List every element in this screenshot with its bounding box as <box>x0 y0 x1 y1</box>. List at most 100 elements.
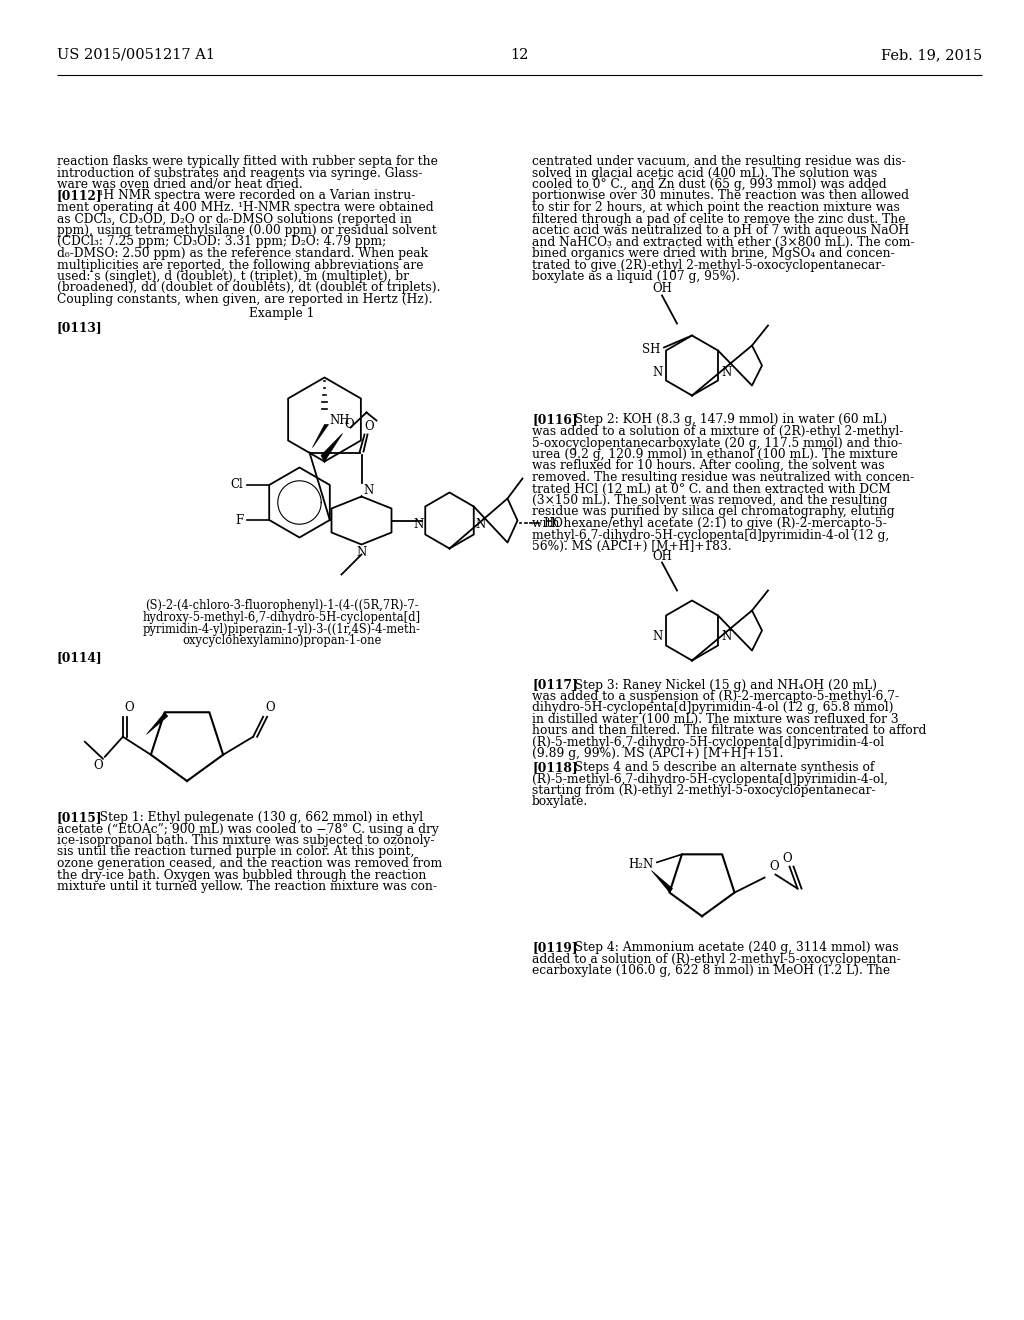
Text: acetate (“EtOAc”; 900 mL) was cooled to −78° C. using a dry: acetate (“EtOAc”; 900 mL) was cooled to … <box>57 822 438 836</box>
Text: was added to a suspension of (R)-2-mercapto-5-methyl-6,7-: was added to a suspension of (R)-2-merca… <box>532 690 899 704</box>
Text: [0112]: [0112] <box>57 190 102 202</box>
Text: (S)-2-(4-chloro-3-fluorophenyl)-1-(4-((5R,7R)-7-: (S)-2-(4-chloro-3-fluorophenyl)-1-(4-((5… <box>145 599 419 612</box>
Text: removed. The resulting residue was neutralized with concen-: removed. The resulting residue was neutr… <box>532 471 914 484</box>
Text: ware was oven dried and/or heat dried.: ware was oven dried and/or heat dried. <box>57 178 303 191</box>
Text: (3×150 mL). The solvent was removed, and the resulting: (3×150 mL). The solvent was removed, and… <box>532 494 888 507</box>
Text: [0114]: [0114] <box>57 652 102 664</box>
Text: used: s (singlet), d (doublet), t (triplet), m (multiplet), br: used: s (singlet), d (doublet), t (tripl… <box>57 271 409 282</box>
Text: F: F <box>234 513 243 527</box>
Text: starting from (R)-ethyl 2-methyl-5-oxocyclopentanecar-: starting from (R)-ethyl 2-methyl-5-oxocy… <box>532 784 876 797</box>
Text: hydroxy-5-methyl-6,7-dihydro-5H-cyclopenta[d]: hydroxy-5-methyl-6,7-dihydro-5H-cyclopen… <box>143 611 421 624</box>
Text: trated HCl (12 mL) at 0° C. and then extracted with DCM: trated HCl (12 mL) at 0° C. and then ext… <box>532 483 891 495</box>
Text: Step 4: Ammonium acetate (240 g, 3114 mmol) was: Step 4: Ammonium acetate (240 g, 3114 mm… <box>562 941 898 954</box>
Text: cooled to 0° C., and Zn dust (65 g, 993 mmol) was added: cooled to 0° C., and Zn dust (65 g, 993 … <box>532 178 887 191</box>
Text: [0119]: [0119] <box>532 941 578 954</box>
Text: O: O <box>769 859 779 873</box>
Text: 56%). MS (APCI+) [M+H]+183.: 56%). MS (APCI+) [M+H]+183. <box>532 540 731 553</box>
Text: ozone generation ceased, and the reaction was removed from: ozone generation ceased, and the reactio… <box>57 857 442 870</box>
Text: with hexane/ethyl acetate (2:1) to give (R)-2-mercapto-5-: with hexane/ethyl acetate (2:1) to give … <box>532 517 887 531</box>
Text: Step 2: KOH (8.3 g, 147.9 mmol) in water (60 mL): Step 2: KOH (8.3 g, 147.9 mmol) in water… <box>562 413 887 426</box>
Text: acetic acid was neutralized to a pH of 7 with aqueous NaOH: acetic acid was neutralized to a pH of 7… <box>532 224 909 238</box>
Text: [0116]: [0116] <box>532 413 578 426</box>
Text: solved in glacial acetic acid (400 mL). The solution was: solved in glacial acetic acid (400 mL). … <box>532 166 878 180</box>
Text: boxylate as a liquid (107 g, 95%).: boxylate as a liquid (107 g, 95%). <box>532 271 740 282</box>
Text: ¹H NMR spectra were recorded on a Varian instru-: ¹H NMR spectra were recorded on a Varian… <box>87 190 416 202</box>
Text: (R)-5-methyl-6,7-dihydro-5H-cyclopenta[d]pyrimidin-4-ol,: (R)-5-methyl-6,7-dihydro-5H-cyclopenta[d… <box>532 772 888 785</box>
Text: Cl: Cl <box>230 479 243 491</box>
Text: 12: 12 <box>510 48 528 62</box>
Text: trated to give (2R)-ethyl 2-methyl-5-oxocyclopentanecar-: trated to give (2R)-ethyl 2-methyl-5-oxo… <box>532 259 886 272</box>
Text: hours and then filtered. The filtrate was concentrated to afford: hours and then filtered. The filtrate wa… <box>532 725 927 738</box>
Text: O: O <box>93 759 102 772</box>
Polygon shape <box>321 433 342 462</box>
Text: 5-oxocyclopentanecarboxylate (20 g, 117.5 mmol) and thio-: 5-oxocyclopentanecarboxylate (20 g, 117.… <box>532 437 902 450</box>
Text: added to a solution of (R)-ethyl 2-methyl-5-oxocyclopentan-: added to a solution of (R)-ethyl 2-methy… <box>532 953 901 966</box>
Text: N: N <box>652 631 663 644</box>
Text: pyrimidin-4-yl)piperazin-1-yl)-3-((1r,4S)-4-meth-: pyrimidin-4-yl)piperazin-1-yl)-3-((1r,4S… <box>143 623 421 635</box>
Text: US 2015/0051217 A1: US 2015/0051217 A1 <box>57 48 215 62</box>
Text: Example 1: Example 1 <box>249 308 314 321</box>
Text: SH: SH <box>642 343 660 356</box>
Text: O: O <box>344 417 354 430</box>
Text: O: O <box>265 701 274 714</box>
Text: dihydro-5H-cyclopenta[d]pyrimidin-4-ol (12 g, 65.8 mmol): dihydro-5H-cyclopenta[d]pyrimidin-4-ol (… <box>532 701 894 714</box>
Text: portionwise over 30 minutes. The reaction was then allowed: portionwise over 30 minutes. The reactio… <box>532 190 909 202</box>
Polygon shape <box>651 871 673 892</box>
Text: boxylate.: boxylate. <box>532 796 588 808</box>
Polygon shape <box>146 713 168 734</box>
Text: oxycyclohexylamino)propan-1-one: oxycyclohexylamino)propan-1-one <box>182 634 382 647</box>
Text: Coupling constants, when given, are reported in Hertz (Hz).: Coupling constants, when given, are repo… <box>57 293 432 306</box>
Text: Steps 4 and 5 describe an alternate synthesis of: Steps 4 and 5 describe an alternate synt… <box>562 762 873 774</box>
Text: OH: OH <box>652 282 672 296</box>
Text: residue was purified by silica gel chromatography, eluting: residue was purified by silica gel chrom… <box>532 506 895 519</box>
Text: N: N <box>413 519 423 532</box>
Text: to stir for 2 hours, at which point the reaction mixture was: to stir for 2 hours, at which point the … <box>532 201 900 214</box>
Text: [0113]: [0113] <box>57 321 102 334</box>
Text: Step 3: Raney Nickel (15 g) and NH₄OH (20 mL): Step 3: Raney Nickel (15 g) and NH₄OH (2… <box>562 678 877 692</box>
Text: in distilled water (100 mL). The mixture was refluxed for 3: in distilled water (100 mL). The mixture… <box>532 713 899 726</box>
Text: d₆-DMSO: 2.50 ppm) as the reference standard. When peak: d₆-DMSO: 2.50 ppm) as the reference stan… <box>57 247 428 260</box>
Text: and NaHCO₃ and extracted with ether (3×800 mL). The com-: and NaHCO₃ and extracted with ether (3×8… <box>532 235 914 248</box>
Text: reaction flasks were typically fitted with rubber septa for the: reaction flasks were typically fitted wi… <box>57 154 438 168</box>
Text: [0117]: [0117] <box>532 678 578 692</box>
Polygon shape <box>312 425 329 447</box>
Text: ice-isopropanol bath. This mixture was subjected to ozonoly-: ice-isopropanol bath. This mixture was s… <box>57 834 434 847</box>
Text: ment operating at 400 MHz. ¹H-NMR spectra were obtained: ment operating at 400 MHz. ¹H-NMR spectr… <box>57 201 433 214</box>
Text: centrated under vacuum, and the resulting residue was dis-: centrated under vacuum, and the resultin… <box>532 154 906 168</box>
Text: H₂N: H₂N <box>629 858 654 871</box>
Text: ppm), using tetramethylsilane (0.00 ppm) or residual solvent: ppm), using tetramethylsilane (0.00 ppm)… <box>57 224 437 238</box>
Text: ecarboxylate (106.0 g, 622 8 mmol) in MeOH (1.2 L). The: ecarboxylate (106.0 g, 622 8 mmol) in Me… <box>532 964 890 977</box>
Text: mixture until it turned yellow. The reaction mixture was con-: mixture until it turned yellow. The reac… <box>57 880 437 894</box>
Text: O: O <box>125 701 134 714</box>
Text: (broadened), dd (doublet of doublets), dt (doublet of triplets).: (broadened), dd (doublet of doublets), d… <box>57 281 440 294</box>
Text: (9.89 g, 99%). MS (APCI+) [M+H]+151.: (9.89 g, 99%). MS (APCI+) [M+H]+151. <box>532 747 783 760</box>
Text: N: N <box>364 484 374 498</box>
Text: bined organics were dried with brine, MgSO₄ and concen-: bined organics were dried with brine, Mg… <box>532 247 895 260</box>
Text: NH: NH <box>330 414 350 428</box>
Text: Feb. 19, 2015: Feb. 19, 2015 <box>881 48 982 62</box>
Text: [0118]: [0118] <box>532 762 578 774</box>
Text: multiplicities are reported, the following abbreviations are: multiplicities are reported, the followi… <box>57 259 424 272</box>
Text: Step 1: Ethyl pulegenate (130 g, 662 mmol) in ethyl: Step 1: Ethyl pulegenate (130 g, 662 mmo… <box>88 810 423 824</box>
Text: the dry-ice bath. Oxygen was bubbled through the reaction: the dry-ice bath. Oxygen was bubbled thr… <box>57 869 426 882</box>
Text: urea (9.2 g, 120.9 mmol) in ethanol (100 mL). The mixture: urea (9.2 g, 120.9 mmol) in ethanol (100… <box>532 447 898 461</box>
Text: filtered through a pad of celite to remove the zinc dust. The: filtered through a pad of celite to remo… <box>532 213 905 226</box>
Text: (CDCl₃: 7.25 ppm; CD₃OD: 3.31 ppm; D₂O: 4.79 ppm;: (CDCl₃: 7.25 ppm; CD₃OD: 3.31 ppm; D₂O: … <box>57 235 386 248</box>
Text: sis until the reaction turned purple in color. At this point,: sis until the reaction turned purple in … <box>57 846 415 858</box>
Text: methyl-6,7-dihydro-5H-cyclopenta[d]pyrimidin-4-ol (12 g,: methyl-6,7-dihydro-5H-cyclopenta[d]pyrim… <box>532 528 889 541</box>
Text: [0115]: [0115] <box>57 810 102 824</box>
Text: (R)-5-methyl-6,7-dihydro-5H-cyclopenta[d]pyrimidin-4-ol: (R)-5-methyl-6,7-dihydro-5H-cyclopenta[d… <box>532 737 884 748</box>
Text: N: N <box>721 366 731 379</box>
Text: N: N <box>652 366 663 379</box>
Text: as CDCl₃, CD₃OD, D₂O or d₆-DMSO solutions (reported in: as CDCl₃, CD₃OD, D₂O or d₆-DMSO solution… <box>57 213 412 226</box>
Text: O: O <box>782 851 793 865</box>
Text: introduction of substrates and reagents via syringe. Glass-: introduction of substrates and reagents … <box>57 166 422 180</box>
Text: N: N <box>721 631 731 644</box>
Text: N: N <box>356 545 367 558</box>
Text: was added to a solution of a mixture of (2R)-ethyl 2-methyl-: was added to a solution of a mixture of … <box>532 425 903 438</box>
Text: O: O <box>365 420 374 433</box>
Text: OH: OH <box>652 549 672 562</box>
Text: was refluxed for 10 hours. After cooling, the solvent was: was refluxed for 10 hours. After cooling… <box>532 459 885 473</box>
Text: N: N <box>476 519 486 532</box>
Text: HO: HO <box>544 517 563 531</box>
